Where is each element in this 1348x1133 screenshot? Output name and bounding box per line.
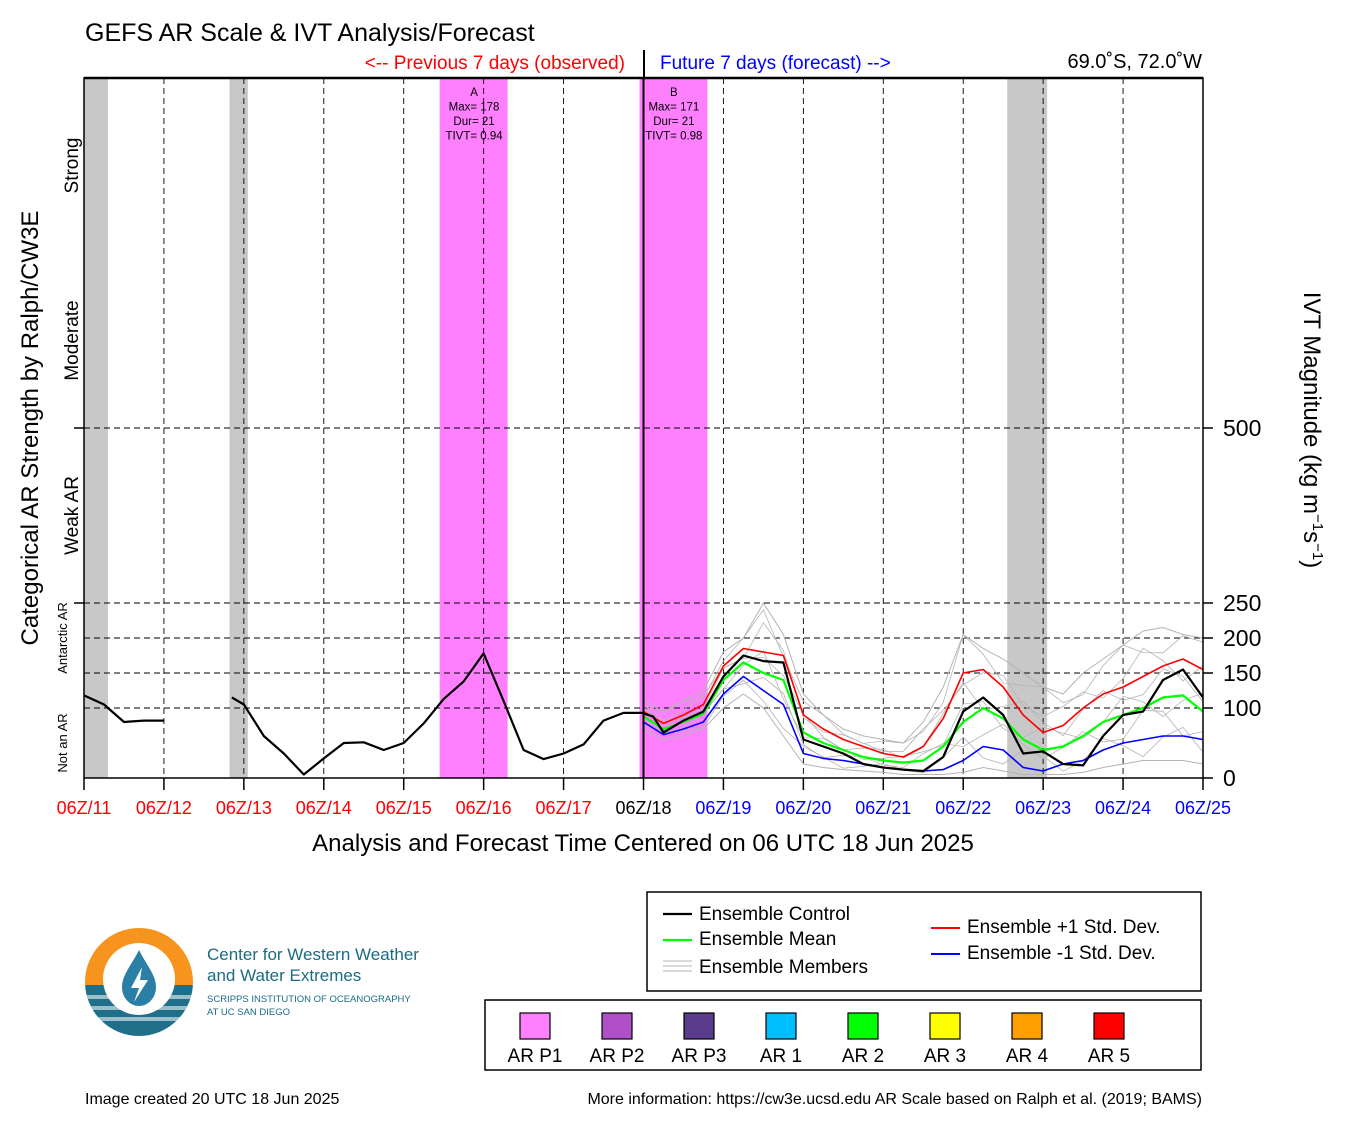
footer-info: More information: https://cw3e.ucsd.edu … <box>587 1091 1202 1108</box>
legend-mean-label: Ensemble Mean <box>699 929 836 950</box>
ar-scale-swatch <box>602 1013 632 1039</box>
x-tick-label: 06Z/22 <box>935 798 991 818</box>
y-axis-right: 0 100 150 200 250 500 <box>1203 415 1261 791</box>
x-tick-label: 06Z/20 <box>775 798 831 818</box>
ensemble-member-line <box>644 677 1348 767</box>
line-legend: Ensemble Control Ensemble Mean Ensemble … <box>647 892 1201 991</box>
ar-categories-left: Not an AR Antarctic AR Weak AR Moderate Stro… <box>55 138 84 773</box>
y-tick-label: 150 <box>1223 660 1261 686</box>
legend-minus-std-label: Ensemble -1 Std. Dev. <box>967 943 1156 964</box>
ar-event-label: Dur= 21 <box>453 116 494 128</box>
legend-plus-std-label: Ensemble +1 Std. Dev. <box>967 917 1160 938</box>
x-tick-label: 06Z/12 <box>136 798 192 818</box>
x-tick-label: 06Z/13 <box>216 798 272 818</box>
chart-title: GEFS AR Scale & IVT Analysis/Forecast <box>85 19 535 47</box>
x-tick-label: 06Z/24 <box>1095 798 1151 818</box>
legend-members-label: Ensemble Members <box>699 957 868 978</box>
ar-event-label: B <box>670 87 678 99</box>
ar-scale-label: AR 1 <box>760 1046 802 1067</box>
y-tick-label: 250 <box>1223 590 1261 616</box>
ar-scale-label: AR 3 <box>924 1046 966 1067</box>
x-tick-label: 06Z/11 <box>57 798 112 818</box>
ar-event-label: Dur= 21 <box>653 116 694 128</box>
previous-period-label: <-- Previous 7 days (observed) <box>365 53 625 74</box>
x-tick-label: 06Z/23 <box>1015 798 1071 818</box>
x-tick-label: 06Z/25 <box>1175 798 1231 818</box>
ar-scale-label: AR P3 <box>672 1046 727 1067</box>
ar-scale-label: AR P2 <box>590 1046 645 1067</box>
y-tick-label: 0 <box>1223 765 1236 791</box>
ar-scale-label: AR 4 <box>1006 1046 1049 1067</box>
ar-scale-swatch <box>684 1013 714 1039</box>
logo-line-1: Center for Western Weather <box>207 945 419 964</box>
footer-created: Image created 20 UTC 18 Jun 2025 <box>85 1091 339 1108</box>
legend-control-label: Ensemble Control <box>699 904 850 925</box>
logo-line-3: SCRIPPS INSTITUTION OF OCEANOGRAPHY <box>207 994 411 1005</box>
ar-category-label: Strong <box>62 138 83 194</box>
x-tick-label: 06Z/21 <box>855 798 911 818</box>
ar-scale-swatch <box>1012 1013 1042 1039</box>
ar-event-label: Max= 171 <box>648 102 699 114</box>
ar-category-label: Moderate <box>62 300 83 380</box>
ar-scale-swatch <box>1094 1013 1124 1039</box>
ar-category-label: Weak AR <box>62 476 83 555</box>
ar-event-label: TIVT= 0.98 <box>645 131 702 143</box>
future-period-label: Future 7 days (forecast) --> <box>660 53 891 74</box>
ar-event-label: Max= 178 <box>449 102 500 114</box>
logo-line-4: AT UC SAN DIEGO <box>207 1007 290 1018</box>
x-tick-label: 06Z/18 <box>615 798 671 818</box>
ar-event-label: TIVT= 0.94 <box>445 131 503 143</box>
ar-scale-label: AR 5 <box>1088 1046 1130 1067</box>
ar-scale-swatch <box>848 1013 878 1039</box>
x-tick-label: 06Z/15 <box>376 798 432 818</box>
ar-scale-swatch <box>930 1013 960 1039</box>
y-axis-left-title: Categorical AR Strength by Ralph/CW3E <box>17 211 44 646</box>
ar-scale-label: AR 2 <box>842 1046 884 1067</box>
ar-category-label: Not an AR <box>55 713 70 772</box>
x-tick-label: 06Z/17 <box>536 798 592 818</box>
x-axis: 06Z/11 06Z/12 06Z/13 06Z/14 06Z/15 06Z/16 06Z/… <box>57 778 1231 818</box>
ar-scale-swatch <box>520 1013 550 1039</box>
logo-line-2: and Water Extremes <box>207 966 361 985</box>
ar-event-label: A <box>470 87 478 99</box>
x-tick-label: 06Z/19 <box>695 798 751 818</box>
x-tick-label: 06Z/16 <box>456 798 512 818</box>
y-tick-label: 500 <box>1223 415 1261 441</box>
x-axis-title: Analysis and Forecast Time Centered on 0… <box>312 830 974 857</box>
x-tick-label: 06Z/14 <box>296 798 352 818</box>
ar-scale-label: AR P1 <box>508 1046 563 1067</box>
location-label: 69.0˚S, 72.0˚W <box>1067 51 1202 73</box>
y-tick-label: 100 <box>1223 695 1261 721</box>
ar-scale-legend: AR P1 AR P2 AR P3 AR 1 AR 2 AR 3 AR 4 AR 5 <box>485 1000 1201 1070</box>
ar-scale-swatch <box>766 1013 796 1039</box>
y-tick-label: 200 <box>1223 625 1261 651</box>
y-axis-right-title: IVT Magnitude (kg m−1s−1) <box>1298 292 1326 569</box>
observed-ivt-line <box>232 653 644 774</box>
data-lines <box>84 649 1348 775</box>
cw3e-logo: Center for Western Weather and Water Ext… <box>80 925 419 1045</box>
ensemble-1-std-dev-line <box>644 677 1348 774</box>
ar-category-label: Antarctic AR <box>55 602 70 674</box>
